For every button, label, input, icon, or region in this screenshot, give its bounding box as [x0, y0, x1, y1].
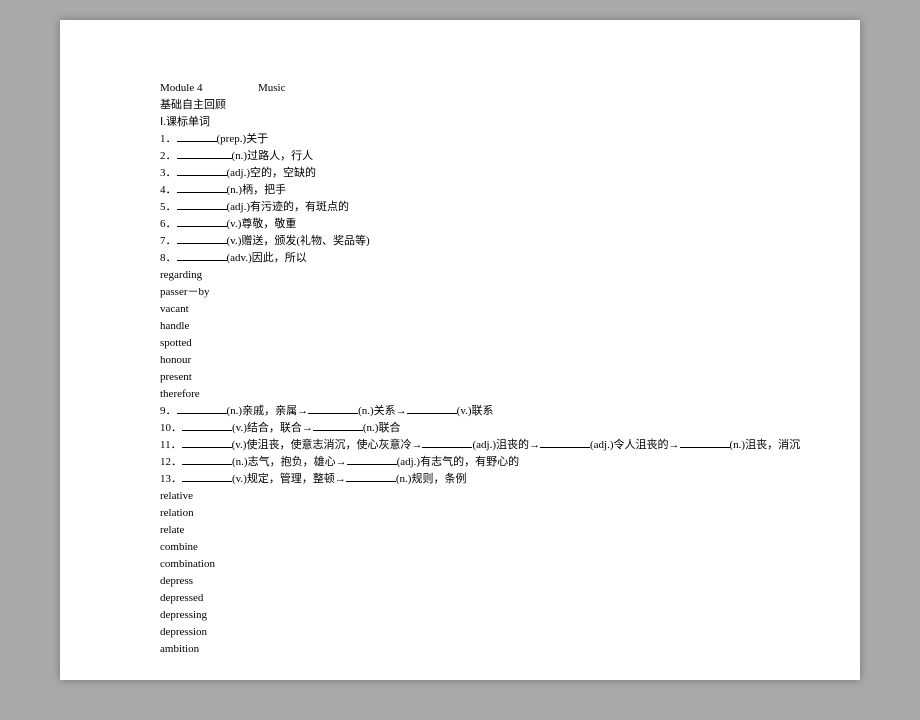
item-number: 10． — [160, 422, 182, 434]
item-text: (v.)规定，管理，整顿→ — [232, 473, 346, 485]
answer-word: handle — [160, 318, 760, 335]
blank-field — [177, 165, 227, 176]
fill-blank-item: 5． (adj.)有污迹的，有斑点的 — [160, 199, 760, 216]
item-text: (v.)尊敬，敬重 — [227, 218, 297, 230]
item-text: (n.)规则，条例 — [396, 473, 467, 485]
item-number: 9． — [160, 405, 177, 417]
item-number: 7． — [160, 235, 177, 247]
item-text: (n.)联合 — [363, 422, 401, 434]
answer-word: depressed — [160, 590, 760, 607]
blank-field — [346, 471, 396, 482]
item-text: (n.)关系→ — [358, 405, 407, 417]
item-number: 8． — [160, 252, 177, 264]
item-number: 2． — [160, 150, 177, 162]
item-text: (n.)亲戚，亲属→ — [227, 405, 309, 417]
fill-blank-list-1: 1． (prep.)关于 2． (n.)过路人，行人 3． (adj.)空的，空缺的 4． (… — [160, 131, 760, 267]
blank-field — [182, 454, 232, 465]
subsection-title: Ⅰ.课标单词 — [160, 114, 760, 131]
fill-blank-item: 2． (n.)过路人，行人 — [160, 148, 760, 165]
item-number: 5． — [160, 201, 177, 213]
blank-field — [177, 233, 227, 244]
fill-blank-item: 12． (n.)志气，抱负，雄心→ (adj.)有志气的，有野心的 — [160, 454, 760, 471]
blank-field — [313, 420, 363, 431]
answers-list-2: relativerelationrelatecombinecombination… — [160, 488, 760, 658]
blank-field — [177, 199, 227, 210]
answer-word: depress — [160, 573, 760, 590]
answer-word: relative — [160, 488, 760, 505]
answer-word: ambition — [160, 641, 760, 658]
fill-blank-item: 13． (v.)规定，管理，整顿→ (n.)规则，条例 — [160, 471, 760, 488]
item-text: (adj.)有志气的，有野心的 — [397, 456, 520, 468]
fill-blank-item: 11． (v.)使沮丧，使意志消沉，使心灰意冷→ (adj.)沮丧的→ (adj.)令… — [160, 437, 760, 454]
answer-word: depression — [160, 624, 760, 641]
answer-word: combination — [160, 556, 760, 573]
answer-word: combine — [160, 539, 760, 556]
answer-word: vacant — [160, 301, 760, 318]
item-text: (n.)过路人，行人 — [232, 150, 314, 162]
item-number: 11． — [160, 439, 182, 451]
item-text: (adj.)有污迹的，有斑点的 — [227, 201, 350, 213]
item-text: (v.)联系 — [457, 405, 494, 417]
item-text: (adj.)空的，空缺的 — [227, 167, 317, 179]
blank-field — [407, 403, 457, 414]
blank-field — [422, 437, 472, 448]
fill-blank-item: 6． (v.)尊敬，敬重 — [160, 216, 760, 233]
item-text: (n.)沮丧，消沉 — [730, 439, 801, 451]
fill-blank-item: 8． (adv.)因此，所以 — [160, 250, 760, 267]
answer-word: relation — [160, 505, 760, 522]
document-page: Module 4 Music 基础自主回顾 Ⅰ.课标单词 1． (prep.)关于… — [60, 20, 860, 680]
item-text: (v.)赠送，颁发(礼物、奖品等) — [227, 235, 370, 247]
blank-field — [177, 182, 227, 193]
blank-field — [177, 131, 217, 142]
item-text: (prep.)关于 — [217, 133, 269, 145]
blank-field — [680, 437, 730, 448]
item-text: (v.)结合，联合→ — [232, 422, 313, 434]
item-text: (n.)柄，把手 — [227, 184, 287, 196]
section-title: 基础自主回顾 — [160, 97, 760, 114]
answer-word: present — [160, 369, 760, 386]
fill-blank-item: 10． (v.)结合，联合→ (n.)联合 — [160, 420, 760, 437]
blank-field — [177, 403, 227, 414]
answer-word: passer－by — [160, 284, 760, 301]
fill-blank-item: 4． (n.)柄，把手 — [160, 182, 760, 199]
fill-blank-list-2: 9． (n.)亲戚，亲属→ (n.)关系→ (v.)联系 10． (v.)结合，联合→ (n… — [160, 403, 760, 488]
item-text: (v.)使沮丧，使意志消沉，使心灰意冷→ — [232, 439, 423, 451]
module-line: Module 4 Music — [160, 80, 760, 97]
item-number: 12． — [160, 456, 182, 468]
module-label: Module 4 — [160, 82, 202, 94]
answer-word: regarding — [160, 267, 760, 284]
item-number: 6． — [160, 218, 177, 230]
blank-field — [347, 454, 397, 465]
answer-word: honour — [160, 352, 760, 369]
item-number: 4． — [160, 184, 177, 196]
item-number: 3． — [160, 167, 177, 179]
blank-field — [182, 420, 232, 431]
blank-field — [540, 437, 590, 448]
answer-word: depressing — [160, 607, 760, 624]
item-text: (adv.)因此，所以 — [227, 252, 307, 264]
item-number: 1． — [160, 133, 177, 145]
answer-word: relate — [160, 522, 760, 539]
blank-field — [182, 471, 232, 482]
fill-blank-item: 9． (n.)亲戚，亲属→ (n.)关系→ (v.)联系 — [160, 403, 760, 420]
blank-field — [182, 437, 232, 448]
answer-word: therefore — [160, 386, 760, 403]
fill-blank-item: 7． (v.)赠送，颁发(礼物、奖品等) — [160, 233, 760, 250]
item-text: (adj.)令人沮丧的→ — [590, 439, 680, 451]
answer-word: spotted — [160, 335, 760, 352]
blank-field — [308, 403, 358, 414]
blank-field — [177, 216, 227, 227]
blank-field — [177, 250, 227, 261]
blank-field — [177, 148, 232, 159]
fill-blank-item: 3． (adj.)空的，空缺的 — [160, 165, 760, 182]
item-text: (n.)志气，抱负，雄心→ — [232, 456, 347, 468]
item-number: 13． — [160, 473, 182, 485]
module-title: Music — [258, 82, 286, 94]
fill-blank-item: 1． (prep.)关于 — [160, 131, 760, 148]
item-text: (adj.)沮丧的→ — [472, 439, 540, 451]
answers-list-1: regardingpasser－byvacanthandlespottedhon… — [160, 267, 760, 403]
